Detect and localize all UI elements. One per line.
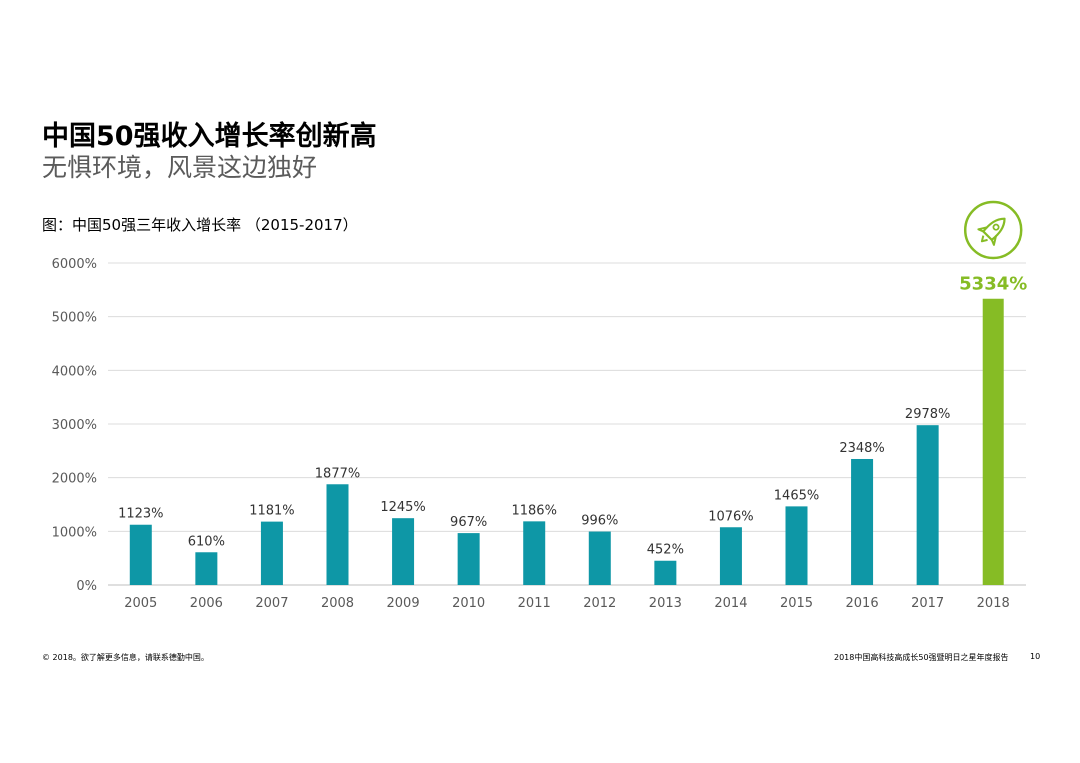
bar <box>982 298 1004 585</box>
bar <box>916 425 939 585</box>
rocket-icon <box>963 200 1023 260</box>
bar <box>195 552 218 585</box>
y-tick-label: 3000% <box>52 418 97 433</box>
bar <box>654 560 677 585</box>
data-label: 452% <box>647 543 684 558</box>
y-tick-label: 4000% <box>52 364 97 379</box>
y-tick-label: 1000% <box>52 525 97 540</box>
data-label: 2978% <box>905 407 950 422</box>
y-tick-label: 5000% <box>52 311 97 326</box>
x-tick-label: 2012 <box>583 596 616 611</box>
bar <box>851 458 874 585</box>
data-label: 610% <box>188 534 225 549</box>
x-tick-label: 2011 <box>518 596 551 611</box>
x-tick-label: 2016 <box>846 596 879 611</box>
x-tick-label: 2005 <box>124 596 157 611</box>
x-tick-label: 2006 <box>190 596 223 611</box>
bar <box>392 518 415 585</box>
x-tick-label: 2010 <box>452 596 485 611</box>
bar <box>260 521 283 585</box>
data-label: 2348% <box>839 441 884 456</box>
revenue-growth-chart: 0% 1000% 2000% 3000% 4000% 5000% 6000% 1123% 200… <box>52 200 1027 611</box>
x-tick-label: 2008 <box>321 596 354 611</box>
bar <box>719 527 742 585</box>
y-tick-label: 2000% <box>52 472 97 487</box>
x-tick-label: 2018 <box>977 596 1010 611</box>
x-tick-label: 2017 <box>911 596 944 611</box>
page-number: 10 <box>1030 652 1041 661</box>
x-tick-label: 2007 <box>255 596 288 611</box>
data-label: 1245% <box>380 500 425 515</box>
data-label: 1076% <box>708 509 753 524</box>
footer-copyright: © 2018。欲了解更多信息，请联系德勤中国。 <box>42 653 209 662</box>
page-subtitle: 无惧环境，风景这边独好 <box>42 153 318 182</box>
data-label: 5334% <box>959 274 1027 295</box>
x-tick-label: 2009 <box>387 596 420 611</box>
bar <box>588 531 611 585</box>
y-tick-label: 6000% <box>52 257 97 272</box>
data-label: 967% <box>450 515 487 530</box>
data-label: 1181% <box>249 504 294 519</box>
bar <box>129 524 152 585</box>
x-tick-label: 2013 <box>649 596 682 611</box>
x-tick-label: 2015 <box>780 596 813 611</box>
data-label: 996% <box>581 514 618 529</box>
bar <box>785 506 808 585</box>
page-title: 中国50强收入增长率创新高 <box>42 121 377 152</box>
x-tick-label: 2014 <box>714 596 747 611</box>
bar <box>523 521 546 585</box>
y-tick-label: 0% <box>76 579 97 594</box>
data-label: 1465% <box>774 488 819 503</box>
data-label: 1186% <box>511 503 556 518</box>
data-label: 1877% <box>315 466 360 481</box>
chart-caption: 图：中国50强三年收入增长率 （2015-2017） <box>42 216 358 234</box>
bar <box>457 533 480 585</box>
data-label: 1123% <box>118 507 163 522</box>
footer-report-title: 2018中国高科技高成长50强暨明日之星年度报告 <box>834 653 1009 662</box>
bar <box>326 484 349 585</box>
